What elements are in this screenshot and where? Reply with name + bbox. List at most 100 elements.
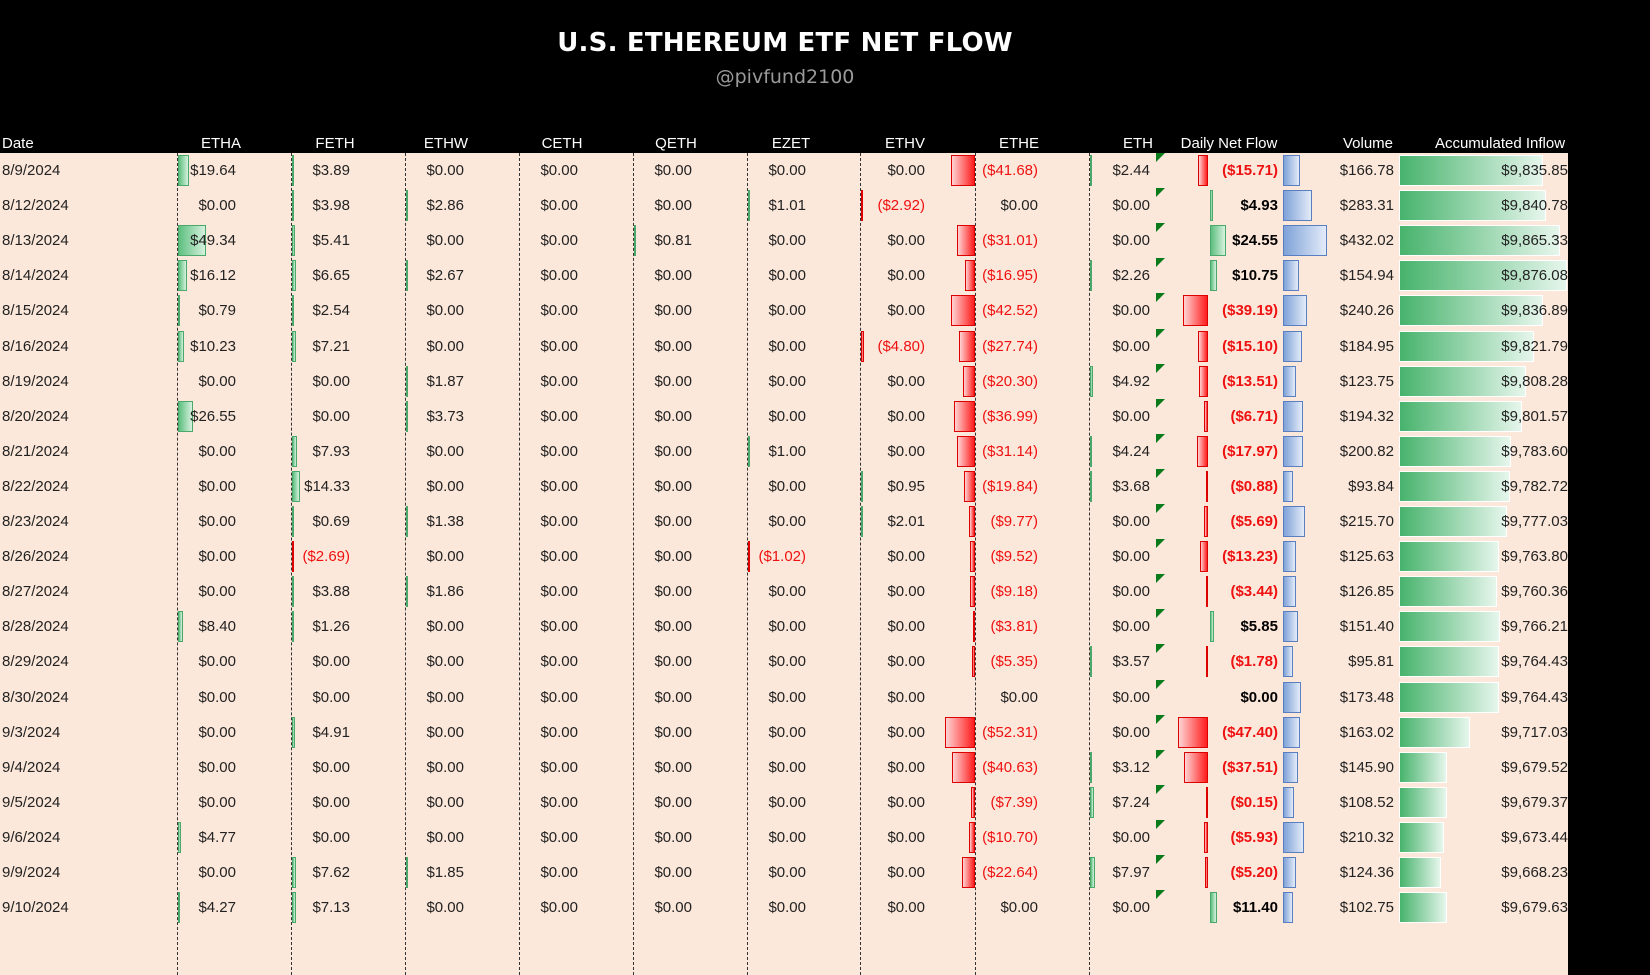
table-row: 8/15/2024 $0.79 $2.54 $0.00 $0.00 $0.00 $0.00 $… [0,293,1568,328]
ethv-cell: $0.00 [887,723,925,741]
outflow-bar [945,716,975,748]
table-row: 8/19/2024 $0.00 $0.00 $1.87 $0.00 $0.00 $0.00 $… [0,363,1568,399]
ethe-cell: ($5.35) [990,653,1038,671]
feth-cell: ($2.69) [302,548,350,566]
ethv-cell: $0.00 [887,407,925,425]
ethe-cell: ($36.99) [982,407,1038,425]
ethv-cell: $0.00 [887,688,925,706]
ethv-cell: $0.00 [887,548,925,566]
qeth-cell: $0.00 [654,548,692,566]
feth-cell: $3.89 [312,162,350,179]
note-marker [1156,539,1165,549]
accumulated-inflow-cell: $9,679.37 [1501,793,1568,811]
note-marker [1156,574,1165,584]
eth-cell: $0.00 [1112,548,1150,566]
volume-cell: $200.82 [1339,442,1394,460]
volume-cell: $194.32 [1339,407,1394,425]
note-marker [1156,328,1165,338]
net-outflow-bar [1199,365,1208,397]
ethv-cell: ($4.80) [877,337,925,355]
ezet-cell: $1.01 [768,197,806,215]
daily-net-flow-cell: ($0.88) [1230,477,1278,495]
accumulated-inflow-cell: $9,764.43 [1501,688,1568,706]
volume-cell: $283.31 [1339,197,1394,215]
eth-cell: $0.00 [1112,302,1150,320]
net-outflow-bar [1204,821,1208,853]
table-row: 8/12/2024 $0.00 $3.98 $2.86 $0.00 $0.00 $1.01 (… [0,188,1568,223]
ezet-cell: $0.00 [768,899,806,917]
net-outflow-bar [1184,751,1208,783]
ethw-cell: $1.86 [426,583,464,601]
ceth-cell: $0.00 [540,758,578,776]
feth-cell: $0.69 [312,513,350,530]
ethw-cell: $0.00 [426,723,464,741]
date-cell: 8/30/2024 [2,688,69,706]
daily-net-flow-cell: ($15.10) [1222,337,1278,355]
etha-cell: $0.00 [198,793,236,811]
feth-cell: $14.33 [304,477,350,495]
volume-cell: $108.52 [1339,793,1394,811]
ethe-cell: ($7.39) [990,793,1038,811]
volume-bar [1283,225,1327,257]
note-marker [1156,188,1165,198]
daily-net-flow-cell: ($17.97) [1222,442,1278,460]
table-row: 8/9/2024 $19.64 $3.89 $0.00 $0.00 $0.00 $0.00 $… [0,153,1568,188]
ceth-cell: $0.00 [540,653,578,671]
ethw-cell: $0.00 [426,477,464,495]
inflow-bar [178,225,207,257]
inflow-bar [292,295,294,327]
date-cell: 9/3/2024 [2,723,61,741]
table-row: 9/6/2024 $4.77 $0.00 $0.00 $0.00 $0.00 $0.00 $0… [0,819,1568,855]
ethe-cell: ($42.52) [982,302,1038,320]
ethe-cell: ($10.70) [982,828,1038,846]
daily-net-flow-cell: ($47.40) [1222,723,1278,741]
volume-bar [1283,857,1296,888]
ceth-cell: $0.00 [540,302,578,320]
daily-net-flow-cell: ($5.93) [1230,828,1278,846]
etha-cell: $4.77 [198,828,236,846]
etha-cell: $0.00 [198,477,236,495]
feth-cell: $0.00 [312,793,350,811]
chart-title: U.S. ETHEREUM ETF NET FLOW [557,28,1013,58]
ethv-cell: $0.00 [887,864,925,881]
column-header-eth: ETH [1123,135,1153,152]
net-outflow-bar [1204,506,1208,537]
note-marker [1156,679,1165,689]
ethv-cell: $0.00 [887,653,925,671]
eth-cell: $0.00 [1112,618,1150,636]
inflow-bar [178,821,181,853]
inflow-bar [406,400,409,432]
outflow-bar [962,857,975,888]
accumulated-inflow-cell: $9,679.63 [1501,899,1568,917]
qeth-cell: $0.00 [654,407,692,425]
daily-net-flow-cell: ($3.44) [1230,583,1278,601]
accumulated-bar [1399,751,1448,783]
daily-net-flow-cell: ($15.71) [1222,162,1278,179]
outflow-bar [951,751,975,783]
table-row: 8/28/2024 $8.40 $1.26 $0.00 $0.00 $0.00 $0.00 $… [0,609,1568,644]
net-inflow-bar [1210,892,1218,924]
column-header-etha: ETHA [200,135,242,152]
ethe-cell: ($31.14) [982,442,1038,460]
etha-cell: $0.00 [198,442,236,460]
ezet-cell: $0.00 [768,864,806,881]
ethe-cell: ($52.31) [982,723,1038,741]
eth-cell: $3.12 [1112,758,1150,776]
ezet-cell: $0.00 [768,723,806,741]
inflow-bar [1090,155,1092,186]
ethv-cell: $0.00 [887,267,925,285]
ezet-cell: $1.00 [768,442,806,460]
daily-net-flow-cell: $5.85 [1240,618,1278,636]
net-outflow-bar [1196,435,1208,467]
inflow-bar [406,576,408,608]
column-divider [177,153,178,975]
inflow-bar [406,365,408,397]
ezet-cell: $0.00 [768,162,806,179]
inflow-bar [406,857,408,888]
ethw-cell: $0.00 [426,232,464,250]
ethv-cell: $0.00 [887,372,925,390]
column-divider [747,153,748,975]
ethv-cell: $0.00 [887,758,925,776]
net-outflow-bar [1203,400,1208,432]
volume-bar [1283,400,1303,432]
